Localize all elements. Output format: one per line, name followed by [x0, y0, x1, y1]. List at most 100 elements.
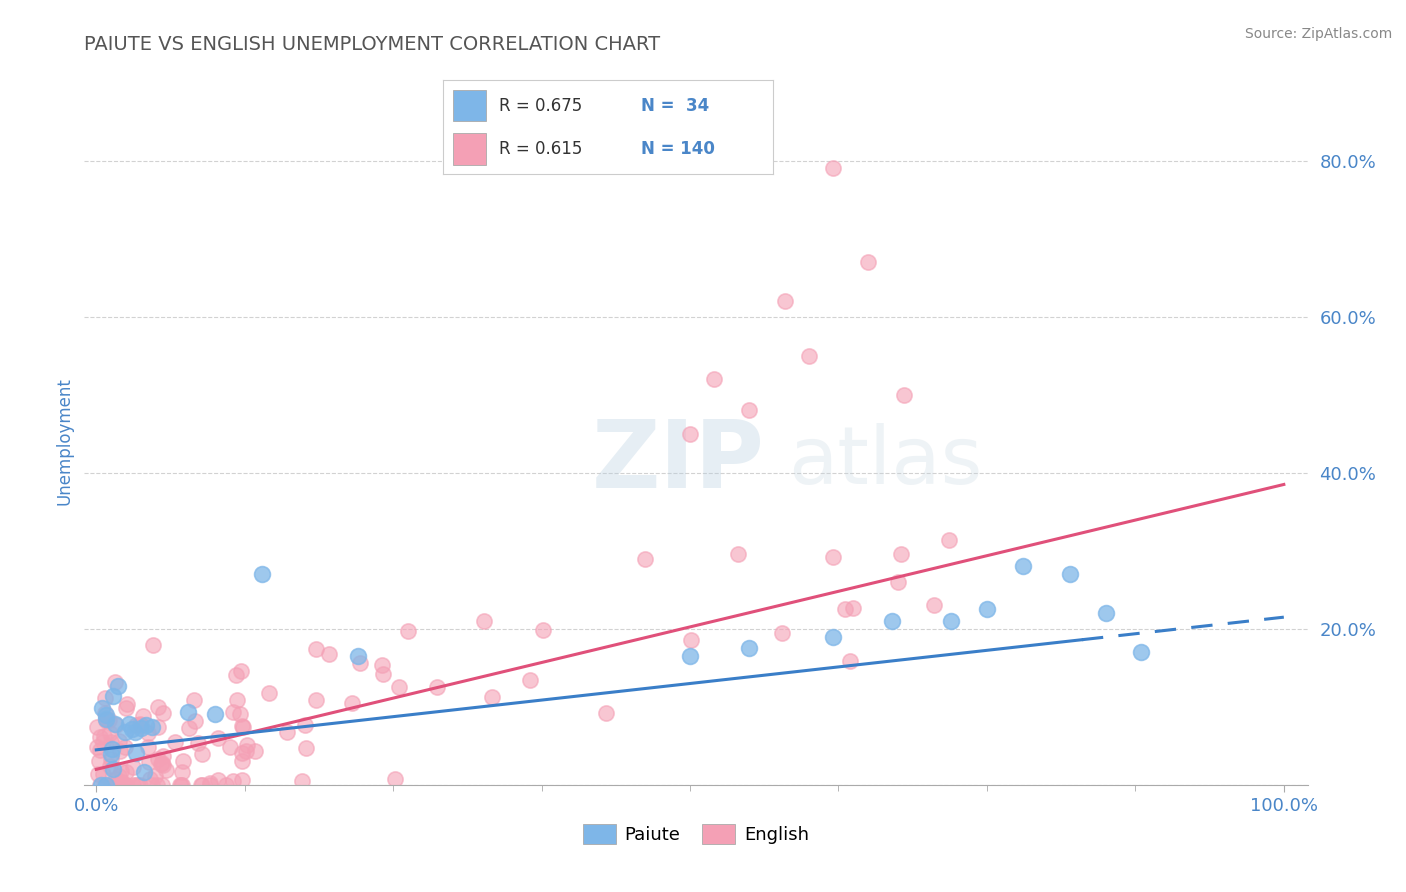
Point	[474, 615, 496, 629]
Point	[86, 767, 108, 781]
Point	[107, 769, 129, 783]
Point	[821, 630, 844, 644]
Point	[86, 720, 108, 734]
Text: ZIP: ZIP	[592, 417, 765, 508]
Point	[295, 740, 318, 755]
Point	[135, 718, 157, 732]
Point	[121, 778, 143, 792]
Point	[679, 426, 702, 441]
Point	[94, 713, 117, 727]
Point	[94, 713, 117, 727]
Text: atlas: atlas	[787, 423, 981, 501]
Point	[96, 778, 118, 792]
Point	[738, 641, 761, 656]
Point	[177, 706, 200, 720]
Point	[172, 778, 194, 792]
Point	[93, 778, 115, 792]
Point	[98, 713, 121, 727]
Point	[257, 686, 280, 700]
Point	[232, 721, 254, 735]
Point	[207, 772, 229, 787]
Point	[177, 721, 200, 735]
Point	[115, 700, 138, 714]
Point	[91, 700, 114, 714]
Point	[226, 693, 249, 707]
Point	[98, 725, 121, 739]
Point	[150, 757, 173, 772]
Point	[531, 623, 554, 637]
Point	[236, 739, 259, 753]
Point	[225, 668, 247, 682]
Point	[134, 764, 156, 779]
Point	[90, 778, 112, 792]
Point	[136, 726, 159, 740]
Point	[679, 649, 702, 664]
Point	[104, 778, 127, 792]
Point	[121, 759, 143, 773]
FancyBboxPatch shape	[453, 89, 486, 121]
Point	[235, 744, 257, 758]
Point	[340, 696, 363, 710]
Point	[922, 599, 945, 613]
Point	[838, 654, 860, 668]
Point	[207, 731, 229, 745]
Point	[938, 533, 960, 548]
Point	[231, 773, 253, 788]
Point	[104, 675, 127, 690]
Point	[152, 706, 174, 720]
Point	[87, 755, 110, 769]
Point	[595, 706, 617, 721]
Point	[107, 734, 129, 748]
Y-axis label: Unemployment: Unemployment	[55, 377, 73, 506]
Point	[1011, 559, 1033, 574]
Point	[114, 765, 136, 780]
Legend: Paiute, English: Paiute, English	[576, 817, 815, 852]
Point	[143, 769, 166, 783]
Point	[155, 763, 177, 777]
Point	[318, 647, 340, 661]
Text: R = 0.675: R = 0.675	[499, 96, 582, 114]
Point	[519, 673, 541, 687]
Point	[142, 638, 165, 652]
Text: PAIUTE VS ENGLISH UNEMPLOYMENT CORRELATION CHART: PAIUTE VS ENGLISH UNEMPLOYMENT CORRELATI…	[84, 35, 661, 54]
Point	[104, 716, 127, 731]
Point	[107, 679, 129, 693]
Point	[481, 690, 503, 704]
Point	[93, 729, 115, 743]
Point	[108, 778, 131, 792]
Point	[842, 600, 865, 615]
Point	[821, 161, 844, 176]
Point	[139, 772, 162, 786]
Point	[138, 755, 160, 769]
Point	[121, 722, 143, 736]
Point	[183, 714, 205, 728]
Point	[215, 778, 238, 792]
Point	[384, 772, 406, 787]
Point	[170, 778, 193, 792]
Point	[100, 735, 122, 749]
Point	[222, 705, 245, 719]
Point	[305, 642, 328, 657]
Point	[890, 547, 912, 561]
Point	[219, 740, 242, 755]
Point	[200, 778, 222, 792]
Point	[98, 759, 121, 773]
Point	[141, 778, 163, 792]
Text: R = 0.615: R = 0.615	[499, 140, 582, 158]
Point	[187, 736, 209, 750]
Point	[124, 717, 146, 731]
Point	[146, 721, 169, 735]
Point	[183, 692, 205, 706]
Point	[129, 721, 152, 735]
Point	[89, 743, 111, 757]
Point	[856, 255, 879, 269]
Point	[105, 778, 128, 792]
Point	[148, 699, 170, 714]
Point	[152, 749, 174, 764]
Point	[773, 293, 796, 308]
Point	[105, 772, 128, 786]
Point	[396, 624, 419, 638]
Point	[129, 718, 152, 732]
Text: N =  34: N = 34	[641, 96, 710, 114]
Point	[941, 614, 963, 628]
